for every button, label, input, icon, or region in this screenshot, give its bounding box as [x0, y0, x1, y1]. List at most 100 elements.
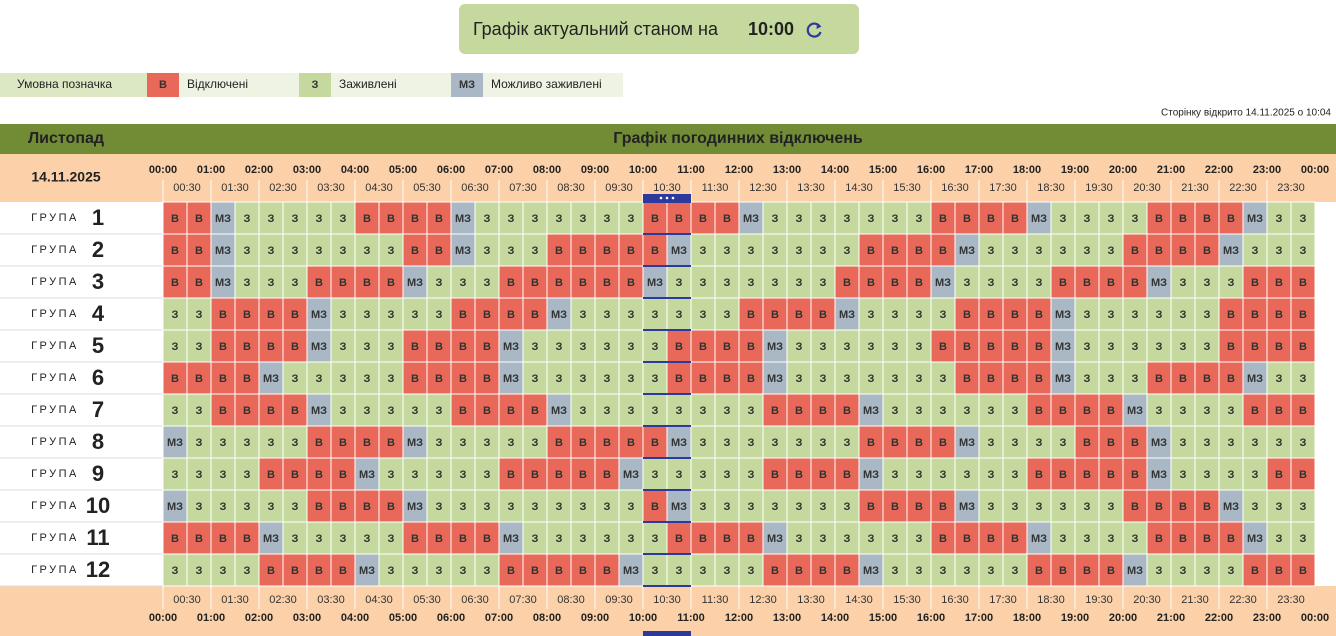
cell	[282, 361, 308, 395]
cell	[546, 361, 572, 395]
cell	[498, 489, 524, 523]
cell-code: З	[892, 533, 899, 545]
cell	[498, 329, 524, 363]
cell-code: В	[411, 533, 419, 545]
cell-code: З	[1276, 245, 1283, 257]
cell-code: З	[580, 373, 587, 385]
cell-code: В	[579, 277, 587, 289]
cell-code: З	[700, 565, 707, 577]
cell-code: В	[459, 405, 467, 417]
cell	[402, 553, 428, 587]
cell	[234, 329, 260, 363]
cell	[594, 297, 620, 331]
cell	[546, 425, 572, 459]
cell	[282, 233, 308, 267]
cell	[1098, 329, 1124, 363]
cell	[810, 361, 836, 395]
cell-code: В	[555, 245, 563, 257]
cell-code: В	[483, 533, 491, 545]
cell-code: В	[387, 277, 395, 289]
cell	[738, 553, 764, 587]
cell	[522, 521, 548, 555]
cell-code: В	[1059, 405, 1067, 417]
cell-code: В	[819, 565, 827, 577]
cell-code: В	[459, 341, 467, 353]
time-footer	[0, 586, 1336, 636]
cell-code: В	[363, 437, 371, 449]
cell-code: З	[196, 437, 203, 449]
cell-code: МЗ	[359, 565, 375, 577]
cell-code: В	[267, 341, 275, 353]
cell-code: З	[700, 405, 707, 417]
cell	[1194, 489, 1220, 523]
cell-code: В	[267, 309, 275, 321]
half-hour-label: 09:30	[605, 182, 633, 194]
cell-code: В	[1299, 565, 1307, 577]
cell-code: З	[244, 501, 251, 513]
cell	[1074, 265, 1100, 299]
cell	[282, 489, 308, 523]
cell-code: В	[627, 437, 635, 449]
cell	[162, 425, 188, 459]
cell-code: В	[363, 277, 371, 289]
cell-code: З	[748, 437, 755, 449]
cell	[498, 361, 524, 395]
cell-code: В	[843, 565, 851, 577]
cell-code: В	[915, 245, 923, 257]
cell-code: З	[988, 501, 995, 513]
cell-code: В	[1251, 277, 1259, 289]
cell-code: З	[748, 501, 755, 513]
cell	[1002, 457, 1028, 491]
cell	[738, 361, 764, 395]
cell-code: В	[1155, 373, 1163, 385]
cell	[306, 457, 332, 491]
hour-label: 21:00	[1157, 164, 1185, 176]
cell-code: З	[1204, 277, 1211, 289]
refresh-icon[interactable]	[806, 22, 822, 38]
cell	[234, 457, 260, 491]
cell-code: В	[1083, 277, 1091, 289]
half-hour-label: 20:30	[1133, 182, 1161, 194]
cell-code: В	[1275, 565, 1283, 577]
hour-label: 23:00	[1253, 164, 1281, 176]
cell	[426, 425, 452, 459]
cell-code: В	[675, 341, 683, 353]
cell	[450, 265, 476, 299]
cell-code: З	[628, 373, 635, 385]
cell	[258, 425, 284, 459]
cell-code: В	[1107, 469, 1115, 481]
cell	[258, 553, 284, 587]
cell	[162, 361, 188, 395]
cell-code: З	[1204, 437, 1211, 449]
cell-code: В	[1155, 245, 1163, 257]
cell-code: В	[939, 501, 947, 513]
cell-code: З	[316, 213, 323, 225]
half-hour-label: 03:30	[317, 594, 345, 606]
hour-label: 10:00	[629, 612, 657, 624]
cell-code: МЗ	[1055, 309, 1071, 321]
cell-code: З	[460, 469, 467, 481]
cell	[546, 329, 572, 363]
cell	[354, 425, 380, 459]
group-word: ГРУПА	[31, 372, 79, 384]
cell	[1122, 233, 1148, 267]
cell	[282, 425, 308, 459]
cell	[1242, 521, 1268, 555]
cell-code: З	[988, 565, 995, 577]
cell-code: З	[868, 341, 875, 353]
cell-code: В	[651, 245, 659, 257]
cell-code: В	[243, 309, 251, 321]
cell-code: З	[964, 405, 971, 417]
cell-code: З	[1036, 437, 1043, 449]
cell-code: В	[1275, 309, 1283, 321]
cell-code: МЗ	[263, 533, 279, 545]
cell-code: В	[243, 533, 251, 545]
cell	[1242, 393, 1268, 427]
cell-code: МЗ	[671, 245, 687, 257]
cell	[906, 425, 932, 459]
half-hour-label: 18:30	[1037, 182, 1065, 194]
cell-code: МЗ	[671, 437, 687, 449]
cell-code: В	[219, 533, 227, 545]
cell-code: В	[483, 373, 491, 385]
